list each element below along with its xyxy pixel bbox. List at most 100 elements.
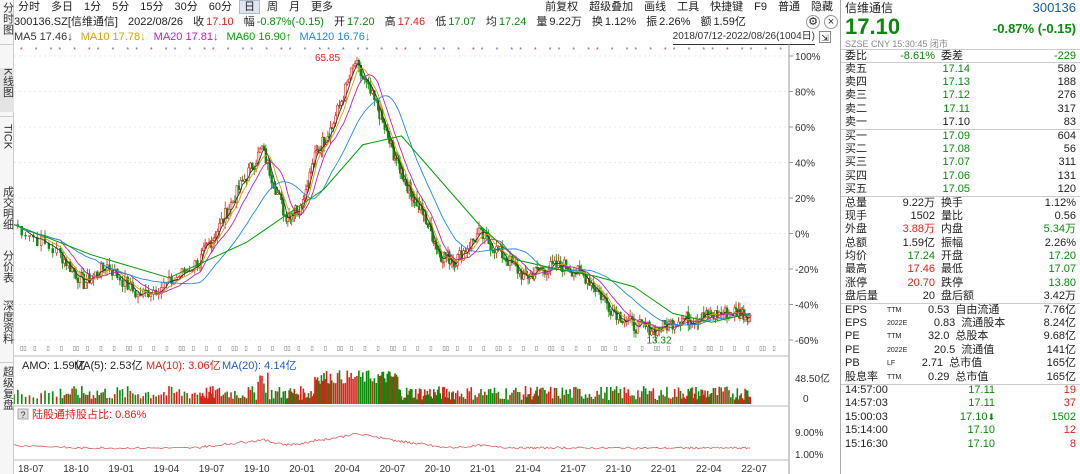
event-mark[interactable]: ▯ [456,346,459,352]
event-marker[interactable]: * [265,47,268,54]
view-tab-price-table[interactable]: 分价表 [0,250,14,294]
event-marker[interactable]: * [649,47,652,54]
f9-button[interactable]: F9 [754,1,767,13]
help-icon[interactable] [17,408,29,420]
event-marker[interactable]: * [304,47,307,54]
event-mark[interactable]: ▯▯ [20,346,27,352]
date-range[interactable]: 2018/07/12-2022/08/26(1004日) [672,30,815,45]
event-mark[interactable]: ▯ [46,346,49,352]
event-mark[interactable]: ▯▯ [73,346,80,352]
period-more[interactable]: 更多 [311,1,333,13]
event-marker[interactable]: * [35,47,38,54]
event-marker[interactable]: * [165,47,168,54]
period-1min[interactable]: 1分 [84,1,102,13]
event-mark[interactable]: ▯ [297,346,300,352]
event-marker[interactable]: * [419,47,422,54]
event-marker[interactable]: * [434,47,437,54]
event-mark[interactable]: ▯ [192,346,195,352]
view-tab-timeshare[interactable]: 分时图 [0,2,14,42]
range-expand-icon[interactable]: ⇲ [819,31,831,43]
event-marker[interactable]: * [366,47,369,54]
event-mark[interactable]: ▯▯ [178,346,185,352]
event-mark[interactable]: ▯ [469,346,472,352]
event-marker[interactable]: * [741,47,744,54]
event-marker[interactable]: * [496,47,499,54]
period-5min[interactable]: 5分 [112,1,130,13]
event-mark[interactable]: ▯ [746,346,749,352]
period-week[interactable]: 周 [267,1,278,13]
event-mark[interactable]: ▯ [99,346,102,352]
event-marker[interactable]: * [702,47,705,54]
event-marker[interactable]: * [750,47,753,54]
event-marker[interactable]: * [150,47,153,54]
close-icon[interactable]: × [824,15,838,29]
event-marker[interactable]: * [58,47,61,54]
event-mark[interactable]: ▯ [271,346,274,352]
event-mark[interactable]: ▯ [508,346,511,352]
tools-button[interactable]: 工具 [677,1,700,13]
event-marker[interactable]: * [519,47,522,54]
event-mark[interactable]: ▯ [667,346,670,352]
view-tab-kline[interactable]: K线图 [0,68,14,112]
event-mark[interactable]: ▯ [152,346,155,352]
event-marker[interactable]: * [280,47,283,54]
event-marker[interactable]: * [242,47,245,54]
event-marker[interactable]: * [227,47,230,54]
period-multiday[interactable]: 多日 [51,1,73,13]
event-marker[interactable]: * [327,47,330,54]
bid-row[interactable]: 买二 17.08 56 [841,143,1080,156]
view-tab-tick[interactable]: TICK [0,124,14,180]
event-mark[interactable]: ▯ [416,346,419,352]
event-marker[interactable]: * [726,47,729,54]
event-mark[interactable]: ▯ [561,346,564,352]
event-mark[interactable]: ▯▯ [390,346,397,352]
event-mark[interactable]: ▯▯ [337,346,344,352]
event-marker[interactable]: * [549,47,552,54]
view-tab-replay[interactable]: 超级复盘 [0,366,14,422]
view-tab-depth[interactable]: 深度资料 [0,300,14,356]
event-mark[interactable]: ▯▯ [759,346,766,352]
event-marker[interactable]: * [711,47,714,54]
event-mark[interactable]: ▯ [627,346,630,352]
ask-row[interactable]: 卖五 17.14 580 [841,62,1080,75]
event-mark[interactable]: ▯ [33,346,36,352]
event-mark[interactable]: ▯ [324,346,327,352]
event-marker[interactable]: * [97,47,100,54]
event-marker[interactable]: * [587,47,590,54]
ask-row[interactable]: 卖四 17.13 188 [841,76,1080,89]
event-marker[interactable]: * [626,47,629,54]
event-mark[interactable]: ▯ [693,346,696,352]
event-mark[interactable]: ▯ [588,346,591,352]
event-marker[interactable]: * [764,47,767,54]
settings-gear-icon[interactable]: ⚙ [806,15,820,29]
event-mark[interactable]: ▯ [363,346,366,352]
event-marker[interactable]: * [664,47,667,54]
event-mark[interactable]: ▯ [614,346,617,352]
event-marker[interactable]: * [395,47,398,54]
shortcut-button[interactable]: 快捷键 [710,1,744,13]
bid-row[interactable]: 买四 17.06 131 [841,170,1080,183]
period-month[interactable]: 月 [289,1,300,13]
event-mark[interactable]: ▯▯ [548,346,555,352]
event-mark[interactable]: ▯▯ [126,346,133,352]
event-marker[interactable]: * [88,47,91,54]
event-mark[interactable]: ▯ [535,346,538,352]
bid-row[interactable]: 买三 17.07 311 [841,156,1080,169]
event-mark[interactable]: ▯▯ [231,346,238,352]
event-marker[interactable]: * [73,47,76,54]
view-tab-detail[interactable]: 成交明细 [0,186,14,242]
ask-row[interactable]: 卖一 17.10 83 [841,116,1080,129]
bid-row[interactable]: 买一 17.09 604 [841,129,1080,142]
event-mark[interactable]: ▯ [218,346,221,352]
event-marker[interactable]: * [112,47,115,54]
event-mark[interactable]: ▯ [258,346,261,352]
event-mark[interactable]: ▯ [574,346,577,352]
kline-chart[interactable]: 100% 80% 60% 40% 20% 0% -20% -40% -60% * * * * * * * * * *… [14,44,840,474]
period-day[interactable]: 日 [239,0,260,14]
event-mark[interactable]: ▯ [733,346,736,352]
event-marker[interactable]: * [611,47,614,54]
overlay-button[interactable]: 超级叠加 [589,1,634,13]
event-marker[interactable]: * [250,47,253,54]
event-marker[interactable]: * [596,47,599,54]
adjust-button[interactable]: 前复权 [545,1,579,13]
